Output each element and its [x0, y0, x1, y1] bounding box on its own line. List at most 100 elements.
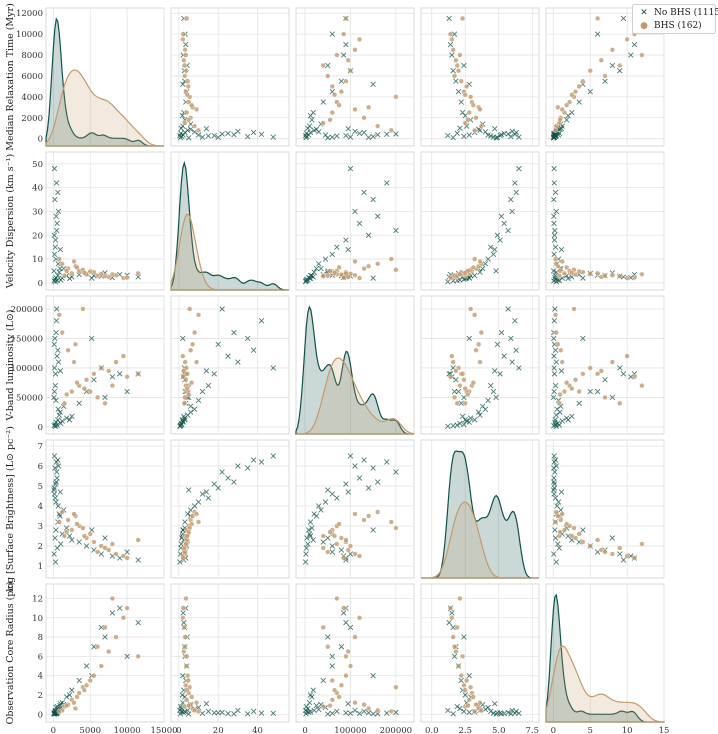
scatter-point-bhs	[458, 673, 464, 679]
scatter-point-no-bhs	[51, 232, 57, 238]
scatter-point-bhs	[556, 273, 562, 279]
scatter-point-no-bhs	[179, 112, 186, 119]
scatter-point-no-bhs	[467, 415, 474, 421]
scatter-point-no-bhs	[211, 132, 217, 139]
scatter-point-no-bhs	[512, 318, 518, 324]
scatter-point-no-bhs	[57, 700, 64, 707]
scatter-point-bhs	[180, 353, 186, 359]
y-tick-label: 6	[38, 462, 43, 472]
scatter-point-no-bhs	[215, 485, 221, 491]
scatter-point-bhs	[190, 341, 196, 347]
scatter-point-bhs	[184, 92, 190, 98]
scatter-point-bhs	[95, 394, 101, 401]
scatter-point-no-bhs	[461, 421, 467, 428]
scatter-point-no-bhs	[516, 365, 522, 371]
scatter-point-bhs	[566, 99, 573, 105]
scatter-point-bhs	[454, 62, 460, 69]
kde-no-bhs-1	[170, 160, 289, 291]
scatter-point-no-bhs	[609, 394, 616, 401]
scatter-point-no-bhs	[180, 672, 186, 679]
scatter-point-no-bhs	[102, 394, 108, 401]
scatter-point-bhs	[98, 663, 104, 669]
scatter-point-bhs	[639, 271, 645, 277]
scatter-point-no-bhs	[461, 62, 467, 69]
scatter-point-no-bhs	[250, 347, 257, 353]
scatter-point-bhs	[361, 265, 367, 272]
scatter-point-no-bhs	[580, 275, 586, 281]
scatter-point-no-bhs	[492, 126, 498, 132]
scatter-point-no-bhs	[580, 527, 586, 533]
scatter-point-bhs	[56, 256, 62, 262]
scatter-point-bhs	[182, 47, 188, 53]
scatter-point-no-bhs	[461, 634, 467, 640]
scatter-point-bhs	[463, 677, 470, 684]
y-axis-label: Observation Core Radius (pc)	[5, 582, 16, 725]
scatter-point-bhs	[451, 73, 458, 79]
scatter-point-no-bhs	[445, 278, 451, 285]
scatter-point-bhs	[61, 533, 68, 539]
scatter-point-no-bhs	[315, 261, 322, 267]
scatter-point-no-bhs	[384, 131, 390, 138]
scatter-point-no-bhs	[494, 232, 501, 238]
scatter-point-bhs	[576, 268, 582, 275]
scatter-point-bhs	[87, 531, 93, 537]
scatter-point-no-bhs	[384, 180, 390, 186]
scatter-point-no-bhs	[370, 672, 376, 679]
scatter-point-bhs	[124, 374, 130, 380]
scatter-point-no-bhs	[617, 68, 623, 74]
kde-bhs-2	[296, 357, 415, 435]
scatter-point-no-bhs	[457, 705, 463, 712]
scatter-point-no-bhs	[195, 704, 202, 711]
scatter-point-bhs	[329, 83, 335, 90]
scatter-point-no-bhs	[177, 559, 183, 565]
scatter-point-bhs	[184, 687, 190, 693]
y-tick-label: 8	[38, 633, 43, 643]
x-tick-label: 0	[302, 726, 307, 734]
scatter-point-bhs	[331, 92, 338, 98]
scatter-point-no-bhs	[551, 335, 557, 342]
scatter-point-no-bhs	[492, 246, 498, 253]
y-tick-label: 6000	[21, 72, 43, 82]
scatter-point-no-bhs	[488, 244, 494, 250]
scatter-point-bhs	[109, 595, 115, 602]
panel-3-2	[295, 439, 415, 579]
scatter-point-bhs	[109, 383, 115, 389]
scatter-point-no-bhs	[445, 132, 451, 139]
scatter-point-bhs	[113, 634, 119, 640]
scatter-point-no-bhs	[352, 707, 358, 714]
scatter-point-no-bhs	[244, 133, 251, 140]
scatter-point-bhs	[343, 78, 349, 84]
scatter-point-no-bhs	[329, 543, 336, 549]
scatter-point-bhs	[87, 677, 93, 684]
scatter-point-no-bhs	[451, 31, 458, 37]
scatter-point-no-bhs	[306, 123, 313, 129]
scatter-point-no-bhs	[315, 706, 322, 713]
scatter-point-no-bhs	[550, 268, 557, 274]
scatter-point-bhs	[449, 36, 455, 42]
scatter-point-bhs	[457, 52, 463, 58]
scatter-point-no-bhs	[365, 710, 372, 716]
scatter-point-no-bhs	[393, 709, 399, 716]
scatter-point-bhs	[72, 705, 79, 712]
scatter-point-no-bhs	[509, 707, 515, 714]
scatter-point-bhs	[454, 624, 460, 631]
scatter-point-bhs	[181, 624, 187, 631]
scatter-point-no-bhs	[449, 610, 455, 616]
scatter-point-no-bhs	[83, 663, 90, 669]
scatter-point-no-bhs	[347, 453, 354, 459]
scatter-point-bhs	[181, 648, 187, 655]
scatter-point-no-bhs	[303, 134, 309, 141]
scatter-point-bhs	[124, 555, 130, 561]
scatter-point-no-bhs	[552, 244, 559, 250]
scatter-point-bhs	[74, 380, 80, 386]
scatter-point-no-bhs	[374, 479, 381, 485]
scatter-point-bhs	[472, 708, 478, 714]
scatter-point-no-bhs	[466, 672, 472, 679]
scatter-point-bhs	[466, 109, 472, 116]
scatter-point-no-bhs	[199, 134, 206, 140]
scatter-point-bhs	[180, 36, 186, 42]
scatter-point-no-bhs	[509, 208, 515, 215]
scatter-point-no-bhs	[356, 710, 363, 717]
panel-2-1	[170, 295, 290, 435]
scatter-point-bhs	[552, 256, 559, 262]
